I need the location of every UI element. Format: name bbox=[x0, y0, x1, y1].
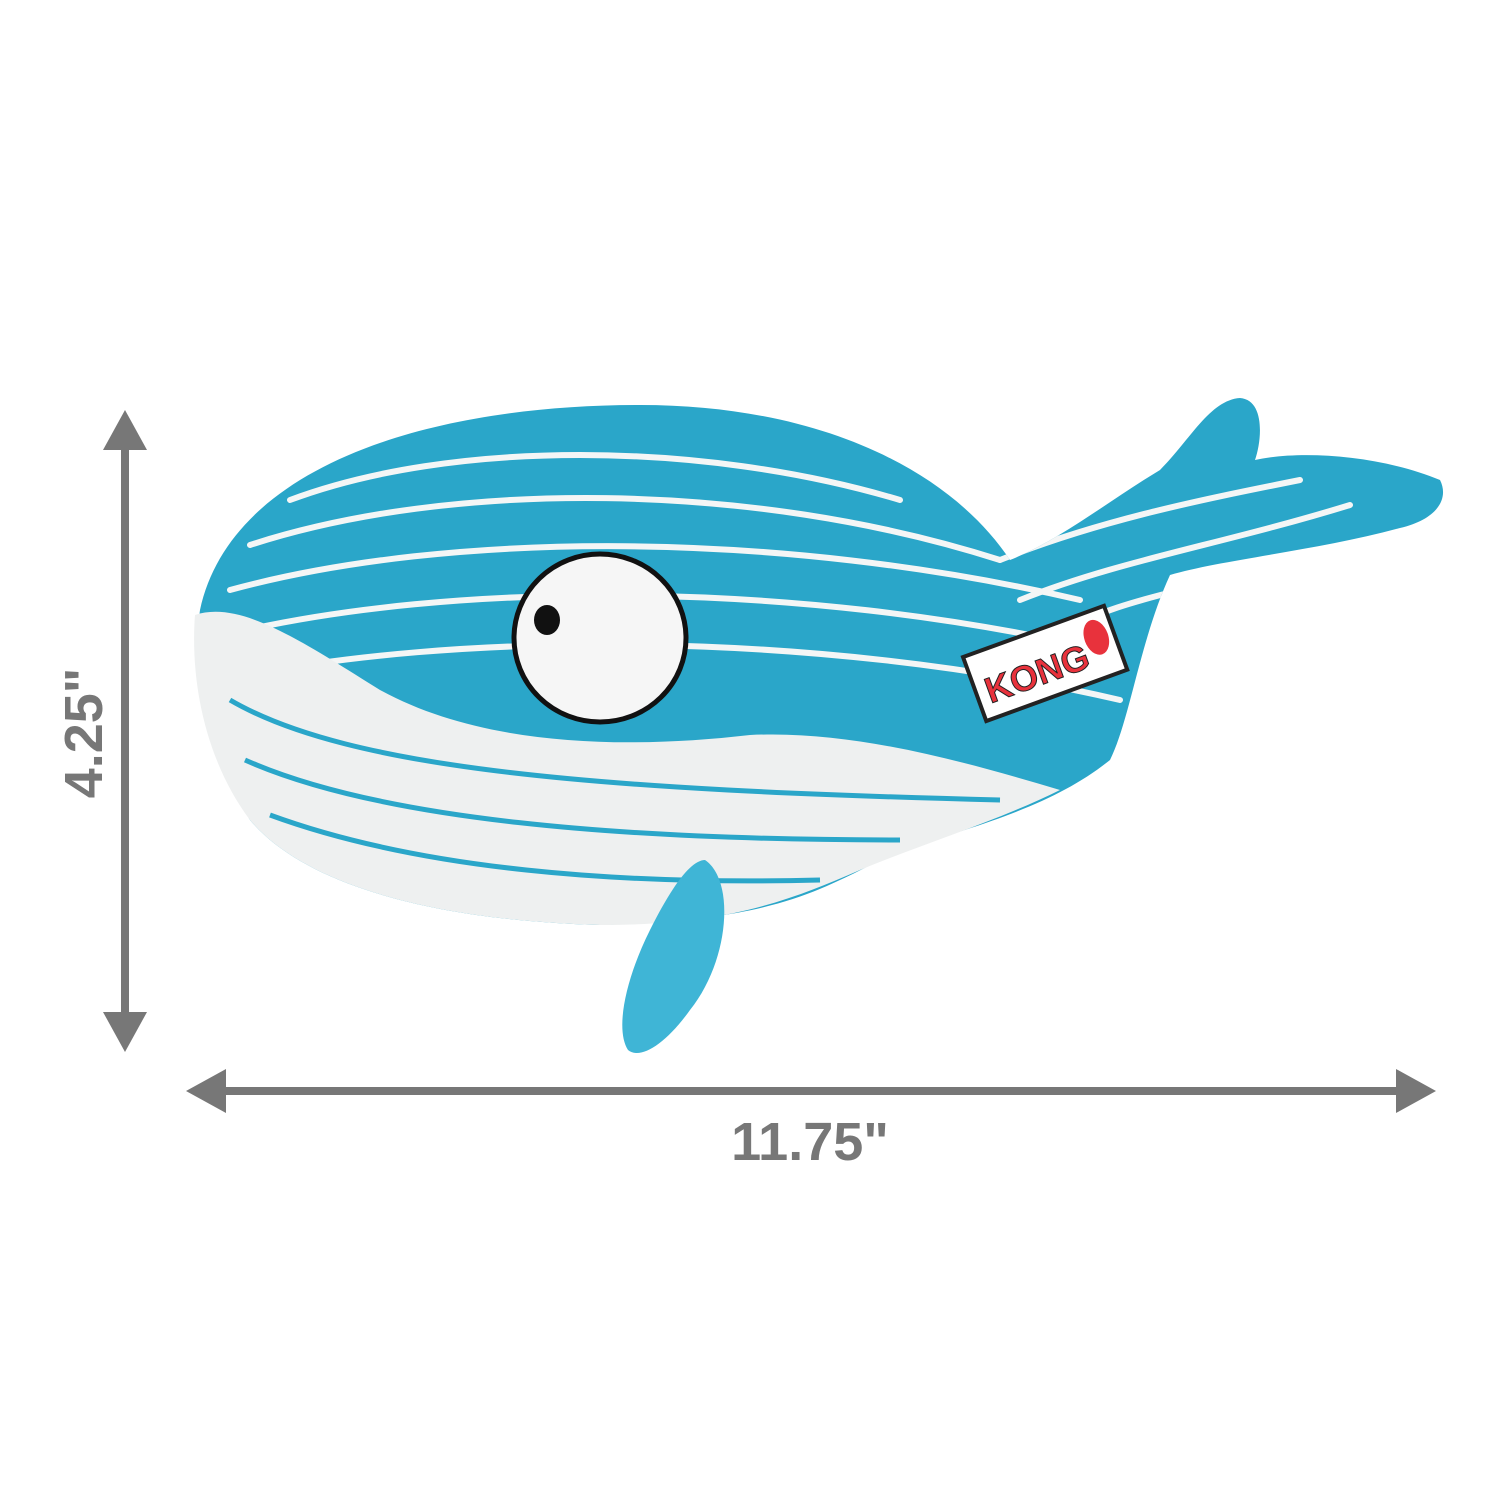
height-label: 4.25" bbox=[54, 668, 114, 799]
width-label: 11.75" bbox=[731, 1112, 889, 1172]
arrow-down-icon bbox=[103, 1012, 147, 1052]
belly-stripes bbox=[228, 697, 1001, 884]
arrow-left-icon bbox=[186, 1069, 226, 1113]
arrow-up-icon bbox=[103, 410, 147, 450]
whale-pupil bbox=[534, 605, 560, 635]
whale-eye bbox=[511, 551, 689, 725]
width-dimension bbox=[186, 1069, 1436, 1113]
arrow-right-icon bbox=[1396, 1069, 1436, 1113]
whale-belly bbox=[194, 611, 1060, 925]
height-dimension bbox=[103, 410, 147, 1052]
kong-logo-tag: KONG bbox=[960, 603, 1130, 724]
whale-fin bbox=[622, 860, 725, 1054]
whale-toy: KONG bbox=[194, 398, 1444, 1054]
